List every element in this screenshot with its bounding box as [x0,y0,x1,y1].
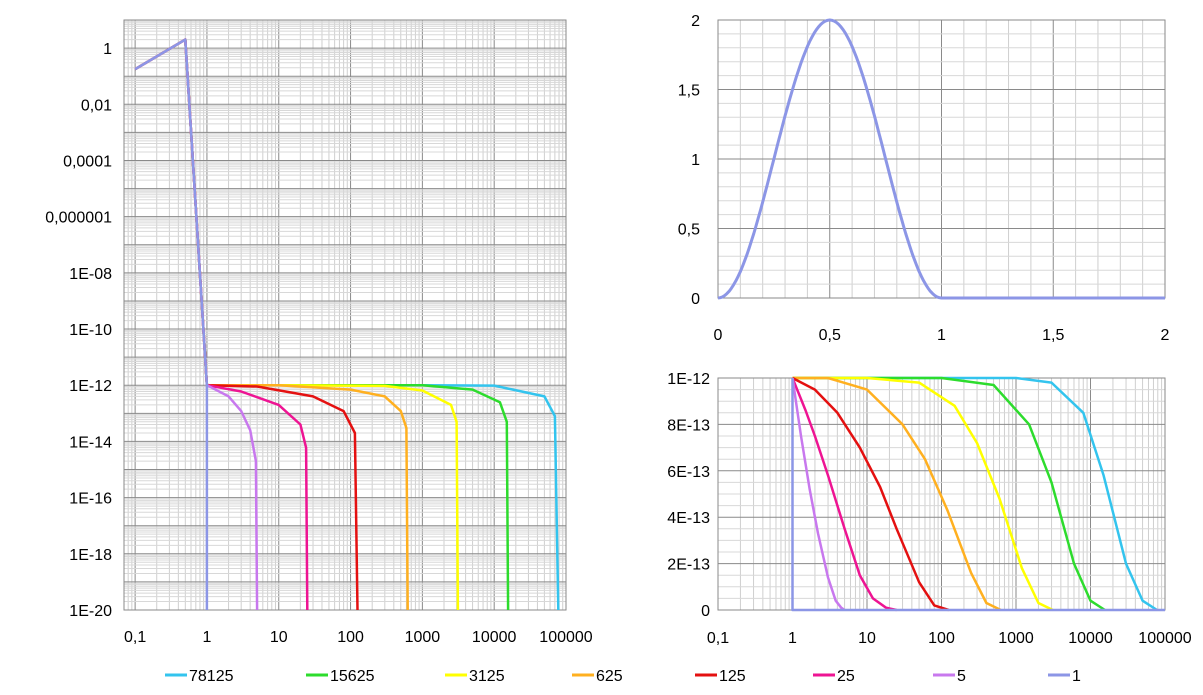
y-tick-label: 1 [103,41,112,58]
plot-area [123,19,567,611]
y-tick-label: 0 [701,603,710,620]
legend: 78125 15625 3125 625 125 25 5 1 [165,668,1081,685]
y-tick-label: 2 [691,13,700,30]
x-tick-label: 1 [788,630,797,647]
series-line-1 [717,18,1165,300]
x-tick-label: 1 [937,327,946,344]
series-line-3125 [134,38,460,611]
y-tick-label: 2E-13 [667,557,710,574]
x-tick-label: 0,1 [707,630,729,647]
y-tick-label: 6E-13 [667,464,710,481]
y-tick-label: 0,000001 [45,210,112,227]
x-tick-label: 0,5 [819,327,841,344]
semilog-decay-chart: 0 2E-13 4E-13 6E-13 8E-13 1E-12 0,1 1 10 100 1000 1… [667,371,1192,647]
legend-label-1: 1 [1072,668,1081,685]
y-tick-label: 1E-20 [69,603,112,620]
y-tick-label: 1E-14 [69,434,112,451]
x-tick-label: 100 [928,630,955,647]
legend-label-25: 25 [837,668,855,685]
x-tick-label: 1,5 [1042,327,1064,344]
series-line-15625 [792,376,1106,612]
x-tick-label: 10 [858,630,876,647]
legend-label-3125: 3125 [469,668,505,685]
series-line-125 [791,376,950,612]
series-line-125 [134,38,359,611]
series-line-3125 [792,376,1054,612]
y-tick-label: 1,5 [678,83,700,100]
x-tick-label: 10000 [472,629,517,646]
x-tick-label: 100000 [539,629,592,646]
legend-label-5: 5 [957,668,966,685]
log-log-chart: 1 0,01 0,0001 0,000001 1E-08 1E-10 1E-12 1E-14 1… [45,19,593,646]
y-tick-label: 1E-12 [667,371,710,388]
x-tick-label: 1 [202,629,211,646]
legend-label-78125: 78125 [189,668,234,685]
legend-label-125: 125 [719,668,746,685]
y-tick-label: 4E-13 [667,510,710,527]
x-tick-label: 10 [270,629,288,646]
legend-label-15625: 15625 [330,668,375,685]
y-tick-label: 0 [691,291,700,308]
y-tick-label: 0,0001 [63,153,112,170]
x-tick-label: 100 [337,629,364,646]
x-tick-label: 0 [714,327,723,344]
series-line-25 [134,38,309,611]
linear-pulse-chart: 0 0,5 1 1,5 2 0 0,5 1 1,5 2 [678,13,1170,344]
y-tick-label: 1E-10 [69,322,112,339]
y-tick-label: 0,01 [81,97,112,114]
x-tick-label: 2 [1161,327,1170,344]
x-tick-label: 1000 [405,629,441,646]
x-tick-label: 10000 [1068,630,1113,647]
legend-label-625: 625 [596,668,623,685]
series-line-5 [791,377,846,612]
x-tick-label: 0,1 [124,629,146,646]
y-tick-label: 1E-12 [69,378,112,395]
x-tick-label: 1000 [998,630,1034,647]
y-tick-label: 1E-18 [69,547,112,564]
series-line-78125 [134,38,560,611]
series-line-25 [791,377,897,612]
y-tick-label: 1E-08 [69,266,112,283]
y-tick-label: 8E-13 [667,417,710,434]
y-tick-label: 1E-16 [69,491,112,508]
y-tick-label: 0,5 [678,222,700,239]
series-line-1 [791,378,1165,612]
series-line-625 [792,376,1002,612]
x-tick-label: 100000 [1138,630,1191,647]
series-line-1 [134,38,209,610]
y-tick-label: 1 [691,152,700,169]
